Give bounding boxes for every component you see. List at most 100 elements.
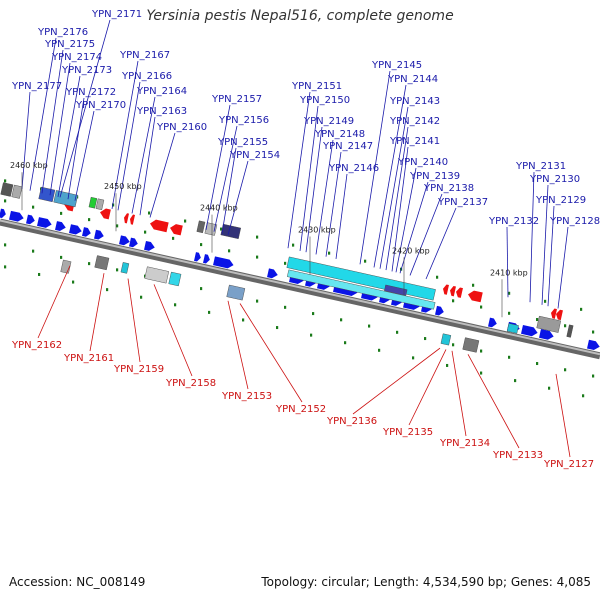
forward-gene-arrow <box>94 229 104 240</box>
forward-gene-arrow <box>587 339 600 351</box>
top-leader-line <box>213 125 238 232</box>
bottom-gene-label: YPN_2136 <box>326 416 377 427</box>
reverse-gene-arrow <box>124 213 129 224</box>
tick-mark <box>328 251 331 255</box>
top-gene-label: YPN_2145 <box>371 60 422 71</box>
tick-mark <box>536 362 539 366</box>
top-leader-line <box>541 184 549 305</box>
forward-gene-arrow <box>69 224 82 235</box>
tick-mark <box>412 356 415 360</box>
tick-mark <box>344 341 347 345</box>
bottom-leader-line <box>352 347 441 415</box>
top-leader-line <box>49 62 71 196</box>
top-gene-label: YPN_2148 <box>314 129 365 140</box>
feature-box <box>94 255 110 271</box>
tick-mark <box>378 348 381 352</box>
bottom-gene-label: YPN_2152 <box>275 404 326 415</box>
forward-gene-arrow <box>521 325 538 337</box>
top-leader-line <box>149 132 176 218</box>
reverse-gene-arrow <box>456 287 463 298</box>
forward-gene-arrow <box>26 214 35 225</box>
tick-mark <box>592 330 595 334</box>
tick-mark <box>508 355 511 359</box>
reverse-gene-arrow <box>468 290 483 303</box>
tick-mark <box>452 343 455 347</box>
tick-mark <box>310 333 313 337</box>
tick-mark <box>472 283 475 287</box>
top-leader-line <box>41 49 64 194</box>
tick-mark <box>480 349 483 353</box>
tick-mark <box>88 262 91 266</box>
top-leader-line <box>29 37 57 191</box>
feature-box <box>53 190 79 208</box>
tick-mark <box>32 205 35 209</box>
top-gene-label: YPN_2151 <box>291 81 342 92</box>
tick-mark <box>116 224 119 228</box>
feature-box <box>196 220 206 234</box>
feature-box <box>168 271 182 287</box>
forward-gene-arrow <box>194 252 201 262</box>
bottom-leader-line <box>239 303 303 403</box>
tick-mark <box>276 326 279 330</box>
forward-gene-arrow <box>488 317 497 328</box>
top-leader-line <box>335 173 348 259</box>
top-gene-label: YPN_2157 <box>211 94 262 105</box>
forward-gene-arrow <box>37 217 52 228</box>
top-gene-label: YPN_2160 <box>156 122 207 133</box>
tick-mark <box>144 230 147 234</box>
top-gene-label: YPN_2128 <box>549 216 600 227</box>
tick-mark <box>88 218 91 222</box>
tick-mark <box>564 368 567 372</box>
forward-gene-arrow <box>129 237 138 248</box>
tick-mark <box>4 179 7 183</box>
top-gene-label: YPN_2171 <box>91 9 142 20</box>
feature-box <box>506 323 519 334</box>
top-leader-line <box>227 160 249 235</box>
feature-box <box>88 196 98 209</box>
top-gene-label: YPN_2144 <box>387 74 438 85</box>
tick-mark <box>228 249 231 253</box>
tick-mark <box>106 288 109 292</box>
forward-gene-arrow <box>144 240 155 251</box>
tick-mark <box>436 275 439 279</box>
top-leader-line <box>21 91 31 189</box>
top-leader-line <box>57 75 81 198</box>
top-leader-line <box>131 96 156 214</box>
tick-mark <box>172 236 175 240</box>
tick-mark <box>72 280 75 284</box>
reverse-gene-arrow <box>551 308 557 319</box>
tick-mark <box>452 299 455 303</box>
forward-gene-arrow <box>203 254 210 264</box>
top-gene-label: YPN_2132 <box>488 216 539 227</box>
top-leader-line <box>373 84 407 268</box>
tick-mark <box>592 374 595 378</box>
top-gene-label: YPN_2173 <box>61 65 112 76</box>
top-leader-line <box>221 147 237 234</box>
top-gene-label: YPN_2147 <box>322 141 373 152</box>
top-leader-line <box>205 104 231 231</box>
accession-text: Accession: NC_008149 <box>9 575 146 589</box>
tick-mark <box>148 211 151 215</box>
bottom-leader-line <box>555 373 571 458</box>
bottom-gene-label: YPN_2162 <box>11 340 62 351</box>
bottom-gene-label: YPN_2158 <box>165 378 216 389</box>
feature-box <box>120 262 130 274</box>
tick-mark <box>38 272 41 276</box>
reverse-gene-arrow <box>130 214 135 225</box>
kbp-marker-label: 2460 kbp <box>10 161 48 170</box>
tick-mark <box>364 259 367 263</box>
tick-mark <box>544 299 547 303</box>
top-leader-line <box>399 181 429 274</box>
tick-mark <box>480 371 483 375</box>
feature-box <box>11 184 23 199</box>
tick-mark <box>508 291 511 295</box>
top-gene-label: YPN_2138 <box>423 183 474 194</box>
top-gene-label: YPN_2156 <box>218 115 269 126</box>
tick-mark <box>174 303 177 307</box>
bottom-leader-line <box>227 300 249 390</box>
tick-mark <box>140 295 143 299</box>
top-gene-label: YPN_2130 <box>529 174 580 185</box>
tick-mark <box>256 255 259 259</box>
tick-mark <box>292 243 295 247</box>
